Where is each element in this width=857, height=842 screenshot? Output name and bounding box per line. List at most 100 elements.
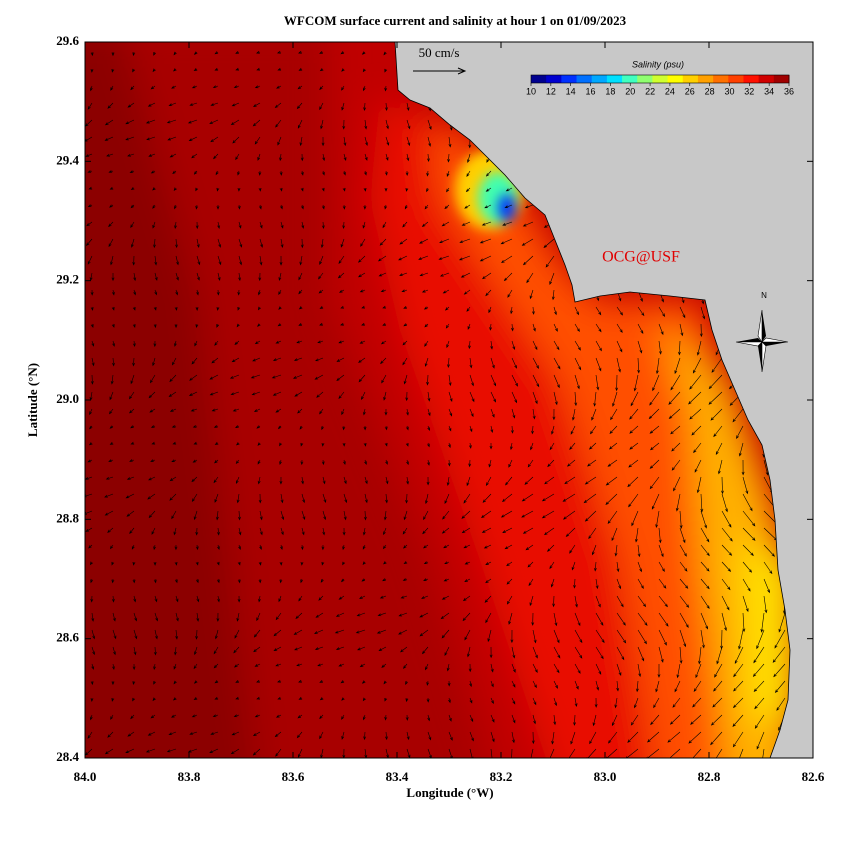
current-arrow: [297, 85, 303, 90]
current-arrow: [193, 51, 198, 55]
current-arrow: [301, 221, 305, 229]
current-arrow: [550, 578, 555, 588]
current-arrow: [297, 714, 303, 719]
current-arrow: [404, 204, 408, 210]
current-arrow: [595, 340, 602, 352]
current-arrow: [448, 391, 453, 402]
current-arrow: [110, 374, 114, 385]
current-arrow: [341, 714, 345, 720]
compass-point: [735, 341, 763, 347]
current-arrow: [384, 442, 388, 447]
current-arrow: [637, 629, 647, 645]
current-arrow: [237, 306, 241, 311]
current-arrow: [635, 680, 639, 693]
current-arrow: [104, 748, 114, 755]
current-arrow: [319, 697, 324, 701]
current-arrow: [398, 629, 408, 635]
current-arrow: [406, 408, 409, 416]
current-arrow: [426, 697, 430, 703]
current-arrow: [361, 305, 366, 309]
current-arrow: [338, 391, 345, 400]
current-arrow: [485, 170, 492, 177]
current-arrow: [377, 612, 387, 617]
current-arrow: [104, 510, 114, 516]
current-arrow: [109, 204, 114, 208]
current-arrow: [175, 272, 179, 281]
current-arrow: [322, 510, 327, 521]
current-arrow: [169, 374, 177, 383]
current-arrow: [86, 221, 93, 227]
current-arrow: [385, 136, 390, 146]
current-arrow: [444, 306, 450, 311]
current-arrow: [468, 340, 471, 350]
current-arrow: [280, 204, 283, 210]
current-arrow: [655, 357, 660, 375]
current-arrow: [90, 680, 94, 686]
current-arrow: [153, 663, 157, 671]
current-arrow: [132, 697, 136, 702]
current-arrow: [423, 544, 429, 549]
current-arrow: [500, 238, 513, 245]
current-arrow: [384, 697, 388, 702]
current-arrow: [522, 221, 534, 227]
current-arrow: [340, 305, 345, 309]
current-arrow: [299, 255, 303, 266]
current-arrow: [469, 374, 474, 387]
current-arrow: [400, 646, 408, 653]
current-arrow: [235, 67, 240, 71]
colorbar-tick-label: 14: [566, 86, 576, 96]
current-arrow: [210, 136, 219, 143]
current-arrow: [384, 204, 388, 210]
current-arrow: [172, 170, 177, 175]
current-arrow: [169, 476, 177, 482]
current-arrow: [608, 731, 618, 744]
current-arrow: [256, 50, 261, 54]
current-arrow: [717, 459, 723, 475]
current-arrow: [541, 493, 555, 502]
current-arrow: [175, 629, 179, 640]
current-arrow: [364, 136, 368, 146]
current-arrow: [710, 731, 723, 746]
current-arrow: [318, 289, 324, 294]
current-arrow: [419, 272, 429, 277]
current-arrow: [212, 714, 219, 718]
current-arrow: [196, 595, 200, 603]
current-arrow: [215, 170, 219, 176]
current-arrow: [258, 272, 262, 282]
current-arrow: [448, 697, 451, 704]
current-arrow: [446, 340, 450, 349]
current-arrow: [589, 731, 597, 745]
current-arrow: [238, 238, 243, 248]
current-arrow: [300, 544, 304, 551]
current-arrow: [546, 544, 555, 552]
current-arrow: [588, 442, 597, 450]
current-arrow: [679, 646, 683, 664]
current-arrow: [384, 85, 388, 92]
current-arrow: [252, 102, 261, 107]
current-arrow: [319, 714, 324, 720]
current-arrow: [385, 153, 389, 161]
current-arrow: [732, 408, 744, 423]
current-arrow: [382, 578, 387, 582]
current-arrow: [607, 459, 618, 467]
current-arrow: [211, 408, 219, 412]
compass: N: [735, 291, 789, 373]
current-arrow: [505, 476, 513, 486]
current-arrow: [300, 561, 304, 566]
current-arrow: [688, 731, 702, 744]
current-arrow: [217, 527, 220, 536]
current-arrow: [419, 612, 429, 618]
current-arrow: [674, 680, 681, 693]
current-arrow: [363, 442, 367, 447]
current-arrow: [732, 714, 744, 727]
current-arrow: [521, 510, 534, 518]
current-arrow: [153, 680, 157, 685]
current-arrow: [191, 357, 198, 365]
current-arrow: [132, 323, 136, 328]
current-arrow: [173, 68, 177, 72]
current-arrow: [293, 629, 303, 635]
current-arrow: [149, 374, 156, 384]
current-arrow: [297, 408, 303, 414]
current-arrow: [110, 255, 114, 266]
current-arrow: [89, 425, 93, 430]
